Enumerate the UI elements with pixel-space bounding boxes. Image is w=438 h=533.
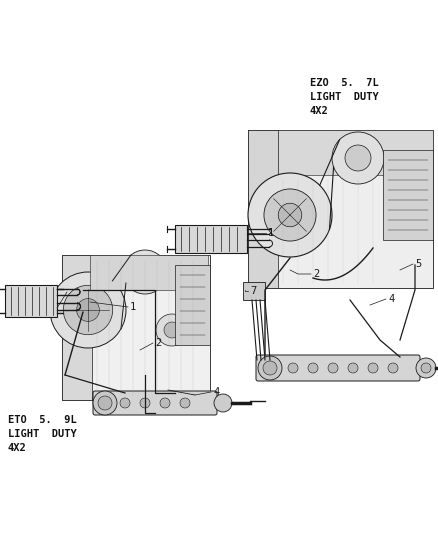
Circle shape bbox=[123, 250, 167, 294]
Circle shape bbox=[248, 173, 332, 257]
Circle shape bbox=[140, 398, 150, 408]
Bar bbox=[243, 282, 265, 300]
Circle shape bbox=[263, 361, 277, 375]
Circle shape bbox=[416, 358, 436, 378]
Circle shape bbox=[388, 363, 398, 373]
Circle shape bbox=[160, 398, 170, 408]
Bar bbox=[62, 255, 92, 400]
Bar bbox=[175, 265, 210, 345]
Circle shape bbox=[156, 314, 188, 346]
Circle shape bbox=[77, 298, 99, 321]
Text: 4: 4 bbox=[213, 387, 219, 397]
Circle shape bbox=[264, 189, 316, 241]
Bar bbox=[175, 225, 247, 253]
Circle shape bbox=[134, 261, 156, 283]
Circle shape bbox=[328, 363, 338, 373]
Circle shape bbox=[93, 391, 117, 415]
Circle shape bbox=[368, 363, 378, 373]
Text: 1: 1 bbox=[268, 228, 274, 238]
Bar bbox=[5, 285, 57, 317]
Circle shape bbox=[214, 394, 232, 412]
Circle shape bbox=[332, 132, 384, 184]
Circle shape bbox=[64, 285, 113, 335]
Text: EZO  5.  7L
LIGHT  DUTY
4X2: EZO 5. 7L LIGHT DUTY 4X2 bbox=[310, 78, 379, 116]
Circle shape bbox=[50, 272, 126, 348]
Circle shape bbox=[345, 145, 371, 171]
Circle shape bbox=[421, 363, 431, 373]
Circle shape bbox=[120, 398, 130, 408]
Text: 1: 1 bbox=[130, 302, 136, 312]
Text: 2: 2 bbox=[155, 338, 161, 348]
Circle shape bbox=[98, 396, 112, 410]
Bar bbox=[90, 255, 208, 290]
Text: 5: 5 bbox=[415, 259, 421, 269]
Polygon shape bbox=[248, 130, 433, 288]
Text: ETO  5.  9L
LIGHT  DUTY
4X2: ETO 5. 9L LIGHT DUTY 4X2 bbox=[8, 415, 77, 453]
Text: 7: 7 bbox=[250, 286, 256, 296]
Circle shape bbox=[348, 363, 358, 373]
Bar bbox=[248, 130, 278, 288]
Circle shape bbox=[278, 203, 302, 227]
FancyBboxPatch shape bbox=[93, 391, 217, 415]
Circle shape bbox=[258, 356, 282, 380]
Polygon shape bbox=[62, 255, 210, 400]
Bar bbox=[248, 130, 433, 175]
Bar bbox=[383, 150, 433, 240]
Circle shape bbox=[288, 363, 298, 373]
FancyBboxPatch shape bbox=[256, 355, 420, 381]
Text: 2: 2 bbox=[313, 269, 319, 279]
Circle shape bbox=[180, 398, 190, 408]
Circle shape bbox=[308, 363, 318, 373]
Text: 4: 4 bbox=[388, 294, 394, 304]
Circle shape bbox=[164, 322, 180, 338]
